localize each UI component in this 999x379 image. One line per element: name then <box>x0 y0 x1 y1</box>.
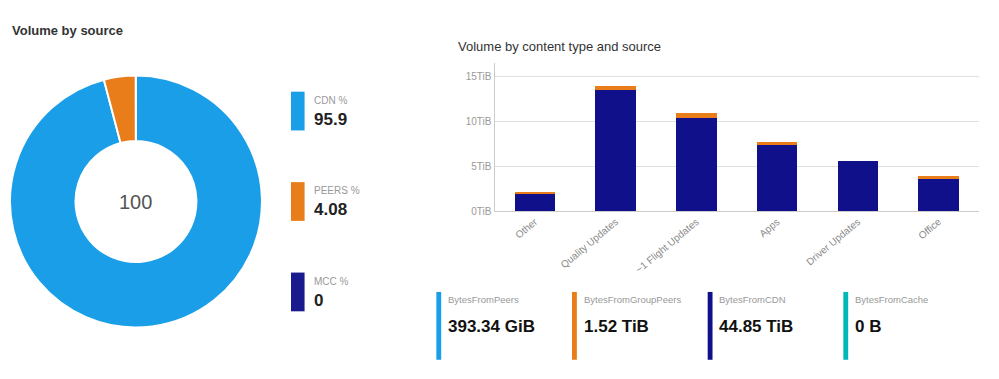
svg-text:Apps: Apps <box>757 216 782 239</box>
svg-text:Volume by content type and sou: Volume by content type and source <box>458 39 661 54</box>
svg-text:Office: Office <box>916 216 943 241</box>
svg-text:Driver Updates: Driver Updates <box>804 216 862 267</box>
svg-text:BytesFromPeers: BytesFromPeers <box>448 294 519 305</box>
svg-text:MCC %: MCC % <box>314 276 349 287</box>
svg-text:~1 Flight Updates: ~1 Flight Updates <box>634 216 701 275</box>
svg-text:BytesFromCache: BytesFromCache <box>855 294 928 305</box>
svg-text:15TiB: 15TiB <box>466 71 492 82</box>
svg-text:Quality Updates: Quality Updates <box>559 216 621 270</box>
svg-text:5TiB: 5TiB <box>471 161 492 172</box>
svg-text:0: 0 <box>314 291 323 310</box>
svg-text:1.52 TiB: 1.52 TiB <box>584 317 649 336</box>
svg-text:44.85 TiB: 44.85 TiB <box>719 317 793 336</box>
svg-text:100: 100 <box>119 191 152 213</box>
svg-text:393.34 GiB: 393.34 GiB <box>448 317 535 336</box>
svg-text:4.08: 4.08 <box>314 200 347 219</box>
svg-text:0 B: 0 B <box>855 317 881 336</box>
svg-text:Volume by source: Volume by source <box>12 23 123 38</box>
svg-text:PEERS %: PEERS % <box>314 185 360 196</box>
svg-text:10TiB: 10TiB <box>466 116 492 127</box>
svg-text:BytesFromCDN: BytesFromCDN <box>719 294 786 305</box>
svg-text:BytesFromGroupPeers: BytesFromGroupPeers <box>584 294 681 305</box>
svg-text:Other: Other <box>513 216 540 241</box>
svg-text:95.9: 95.9 <box>314 110 347 129</box>
svg-text:0TiB: 0TiB <box>471 206 492 217</box>
svg-text:CDN %: CDN % <box>314 95 347 106</box>
